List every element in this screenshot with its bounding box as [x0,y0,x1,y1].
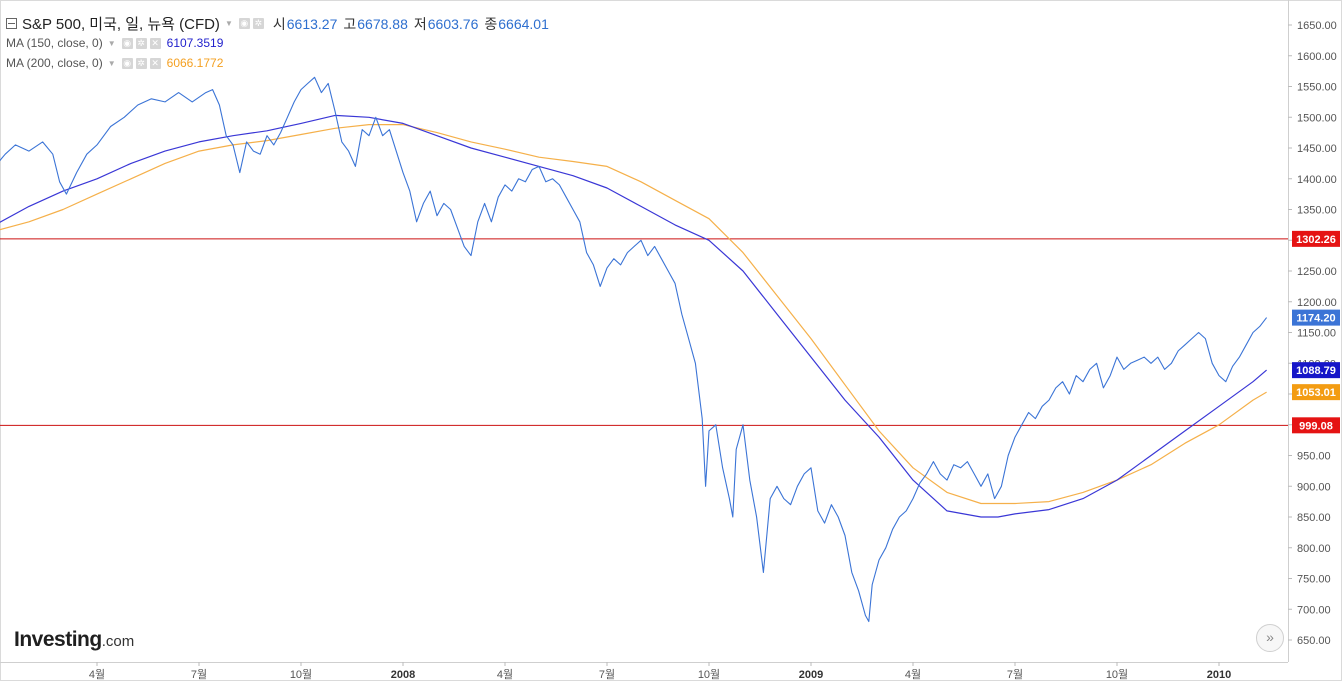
visibility-icon[interactable]: ◉ [121,37,133,49]
y-tick-label: 1350.00 [1297,205,1337,217]
value-badge-price: 1174.20 [1296,313,1335,325]
close-icon[interactable]: ✕ [149,57,161,69]
y-tick-label: 750.00 [1297,574,1331,586]
y-tick-label: 1450.00 [1297,143,1337,155]
value-badge-ma200: 1053.01 [1296,387,1336,399]
high-label: 고 [343,15,357,32]
y-tick-label: 1500.00 [1297,112,1337,124]
logo-suffix: .com [101,633,135,650]
y-tick-label: 1650.00 [1297,20,1337,32]
low-label: 저 [413,15,427,32]
close-icon[interactable]: ✕ [149,37,161,49]
dropdown-caret-icon[interactable]: ▼ [107,38,116,48]
ma150-legend: MA (150, close, 0) ▼ ◉ ✲ ✕ 6107.3519 [6,36,223,50]
settings-icon[interactable]: ✲ [135,57,147,69]
ma150-name[interactable]: MA (150, close, 0) [6,36,103,50]
level-badge-bg [1292,417,1340,434]
settings-icon[interactable]: ✲ [135,37,147,49]
open-value: 6613.27 [286,15,338,32]
x-tick-label: 2010 [1207,669,1231,681]
series-line-ma150 [0,114,1267,518]
y-tick-label: 1150.00 [1297,328,1336,340]
x-tick-label: 2009 [799,669,823,681]
level-badge-bg [1292,230,1340,247]
level-badge: 999.08 [1299,420,1333,432]
settings-icon[interactable]: ✲ [252,18,264,29]
x-tick-label: 10월 [1106,668,1128,681]
x-tick-label: 7월 [599,668,615,681]
x-tick-label: 7월 [1007,668,1023,681]
x-tick-label: 7월 [191,668,207,681]
symbol-title[interactable]: S&P 500, 미국, 일, 뉴욕 (CFD) [22,16,220,33]
x-tick-label: 4월 [497,668,513,681]
value-badge-ma150-bg [1292,362,1340,379]
scroll-to-latest-button[interactable]: » [1256,624,1284,652]
value-badge-ma200-bg [1292,384,1340,401]
y-tick-label: 700.00 [1297,604,1331,616]
x-tick-label: 10월 [698,668,720,681]
level-badge: 1302.26 [1296,234,1336,246]
logo-brand: Investing [14,628,102,651]
y-tick-label: 850.00 [1297,512,1331,524]
close-value: 6664.01 [498,15,549,32]
y-tick-label: 800.00 [1297,543,1331,555]
x-tick-label: 2008 [391,669,415,681]
open-label: 시 [272,15,286,32]
y-tick-label: 900.00 [1297,481,1331,493]
y-tick-label: 1200.00 [1297,297,1337,309]
y-tick-label: 1550.00 [1297,82,1337,94]
x-tick-label: 4월 [905,668,921,681]
series-line-ma200 [0,124,1267,505]
x-tick-label: 4월 [89,668,105,681]
low-value: 6603.76 [427,15,479,32]
ma200-legend: MA (200, close, 0) ▼ ◉ ✲ ✕ 6066.1772 [6,56,223,70]
symbol-legend: S&P 500, 미국, 일, 뉴욕 (CFD) ▼ ◉ ✲ 시 6613.27… [6,13,549,34]
collapse-legend-icon[interactable] [6,18,17,29]
ma200-value: 6066.1772 [166,56,224,70]
dropdown-caret-icon[interactable]: ▼ [224,19,233,28]
series-line-price [0,76,1268,623]
double-chevron-right-icon: » [1266,629,1274,645]
high-value: 6678.88 [357,15,408,32]
y-tick-label: 1400.00 [1297,174,1337,186]
dropdown-caret-icon[interactable]: ▼ [107,58,116,68]
ma200-name[interactable]: MA (200, close, 0) [6,56,103,70]
close-label: 종 [484,15,498,32]
investing-logo: Investing.com [14,628,134,652]
x-tick-label: 10월 [290,668,312,681]
value-badge-ma150: 1088.79 [1296,365,1336,377]
visibility-icon[interactable]: ◉ [121,57,133,69]
y-tick-label: 1250.00 [1297,266,1337,278]
y-tick-label: 950.00 [1297,451,1331,463]
visibility-icon[interactable]: ◉ [238,18,250,29]
y-tick-label: 1600.00 [1297,51,1337,63]
ma150-value: 6107.3519 [166,36,224,50]
y-tick-label: 650.00 [1297,635,1331,647]
value-badge-price-bg [1292,309,1340,326]
